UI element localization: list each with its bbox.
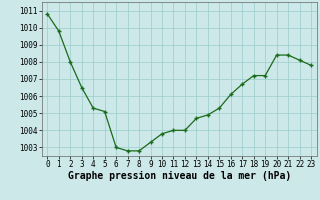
X-axis label: Graphe pression niveau de la mer (hPa): Graphe pression niveau de la mer (hPa) [68,171,291,181]
